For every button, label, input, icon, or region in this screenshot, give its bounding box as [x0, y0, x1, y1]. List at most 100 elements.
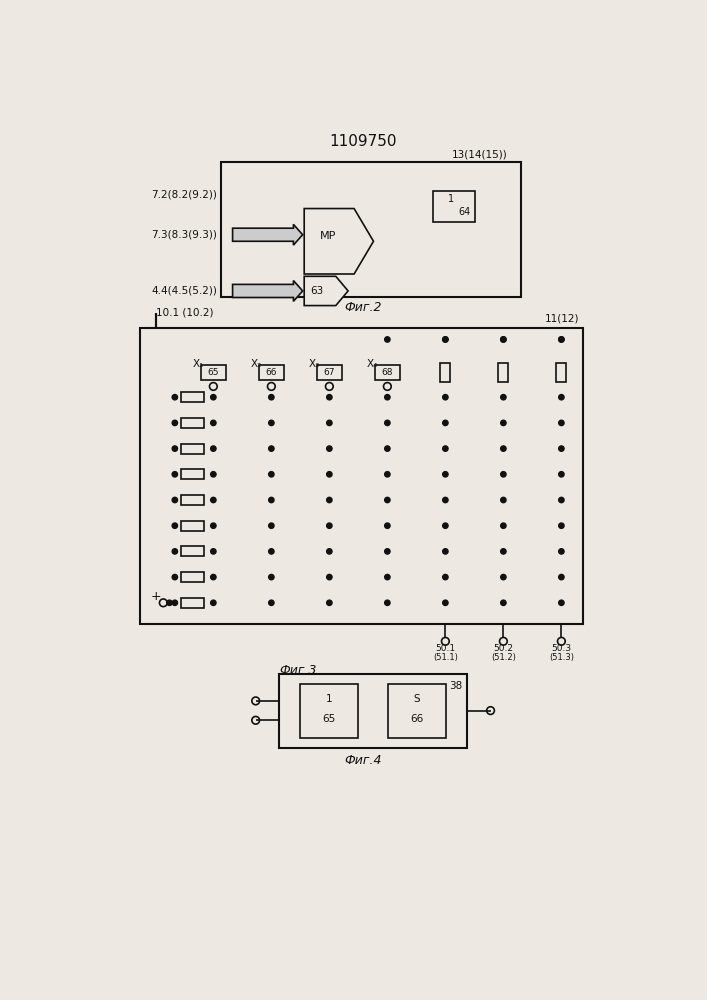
Circle shape	[269, 420, 274, 426]
Circle shape	[211, 549, 216, 554]
Circle shape	[327, 497, 332, 503]
Circle shape	[172, 446, 177, 451]
Circle shape	[501, 420, 506, 426]
Circle shape	[385, 337, 390, 342]
Text: 50.2: 50.2	[493, 644, 513, 653]
Text: 1: 1	[326, 694, 332, 704]
Circle shape	[559, 395, 564, 400]
Circle shape	[443, 600, 448, 605]
Circle shape	[327, 420, 332, 426]
Circle shape	[269, 446, 274, 451]
Circle shape	[559, 420, 564, 426]
Circle shape	[443, 337, 448, 342]
Circle shape	[443, 472, 448, 477]
Circle shape	[269, 472, 274, 477]
Circle shape	[385, 395, 390, 400]
Text: S: S	[414, 694, 421, 704]
Circle shape	[501, 472, 506, 477]
Circle shape	[211, 420, 216, 426]
Bar	[181, 392, 204, 402]
Circle shape	[269, 523, 274, 528]
Circle shape	[327, 472, 332, 477]
Bar	[433, 191, 475, 222]
Circle shape	[559, 337, 564, 342]
Circle shape	[443, 497, 448, 503]
Text: Фиг.2: Фиг.2	[344, 301, 382, 314]
Bar	[181, 495, 204, 505]
Circle shape	[211, 446, 216, 451]
Circle shape	[559, 497, 564, 503]
Bar	[388, 684, 446, 738]
Text: 38: 38	[450, 681, 463, 691]
Text: Фиг.3: Фиг.3	[279, 664, 317, 677]
Circle shape	[559, 549, 564, 554]
Text: +: +	[151, 590, 161, 603]
Polygon shape	[304, 209, 373, 274]
Text: 66: 66	[266, 368, 277, 377]
Text: 66: 66	[410, 714, 423, 724]
Bar	[375, 365, 400, 380]
Circle shape	[501, 574, 506, 580]
Circle shape	[501, 523, 506, 528]
Circle shape	[167, 600, 172, 605]
Bar	[181, 546, 204, 556]
Text: 7.3(8.3(9.3)): 7.3(8.3(9.3))	[151, 230, 217, 240]
Text: 65: 65	[322, 714, 336, 724]
Circle shape	[269, 395, 274, 400]
Circle shape	[172, 497, 177, 503]
Circle shape	[559, 574, 564, 580]
Circle shape	[501, 549, 506, 554]
Circle shape	[211, 395, 216, 400]
Circle shape	[501, 337, 506, 342]
Text: X₃: X₃	[309, 359, 320, 369]
Bar	[181, 469, 204, 479]
Circle shape	[327, 446, 332, 451]
Bar	[221, 162, 521, 297]
Bar	[181, 572, 204, 582]
Circle shape	[269, 600, 274, 605]
Circle shape	[385, 574, 390, 580]
Circle shape	[501, 395, 506, 400]
Polygon shape	[233, 281, 303, 301]
Circle shape	[172, 600, 177, 605]
Circle shape	[559, 446, 564, 451]
Bar	[181, 598, 204, 608]
Circle shape	[327, 395, 332, 400]
Bar	[259, 365, 284, 380]
Circle shape	[443, 574, 448, 580]
Text: 67: 67	[324, 368, 335, 377]
Circle shape	[385, 420, 390, 426]
Bar	[556, 363, 566, 382]
Circle shape	[501, 497, 506, 503]
Circle shape	[501, 337, 506, 342]
Text: 7.2(8.2(9.2)): 7.2(8.2(9.2))	[151, 190, 217, 200]
Circle shape	[385, 549, 390, 554]
Circle shape	[385, 497, 390, 503]
Text: 13(14(15)): 13(14(15))	[452, 150, 508, 160]
Circle shape	[172, 574, 177, 580]
Circle shape	[269, 574, 274, 580]
Circle shape	[211, 497, 216, 503]
Text: 10.1 (10.2): 10.1 (10.2)	[156, 308, 213, 318]
Bar	[317, 365, 342, 380]
Text: 1: 1	[448, 194, 454, 204]
Circle shape	[211, 472, 216, 477]
Text: 4.4(4.5(5.2)): 4.4(4.5(5.2))	[151, 286, 217, 296]
Circle shape	[501, 446, 506, 451]
Bar	[181, 521, 204, 531]
Circle shape	[385, 600, 390, 605]
Polygon shape	[304, 276, 348, 306]
Circle shape	[172, 523, 177, 528]
Circle shape	[327, 600, 332, 605]
Circle shape	[327, 574, 332, 580]
Circle shape	[443, 420, 448, 426]
Bar	[181, 444, 204, 454]
Circle shape	[172, 420, 177, 426]
Circle shape	[172, 549, 177, 554]
Circle shape	[443, 549, 448, 554]
Circle shape	[269, 549, 274, 554]
Circle shape	[443, 337, 448, 342]
Circle shape	[269, 497, 274, 503]
Text: МР: МР	[320, 231, 337, 241]
Circle shape	[385, 523, 390, 528]
